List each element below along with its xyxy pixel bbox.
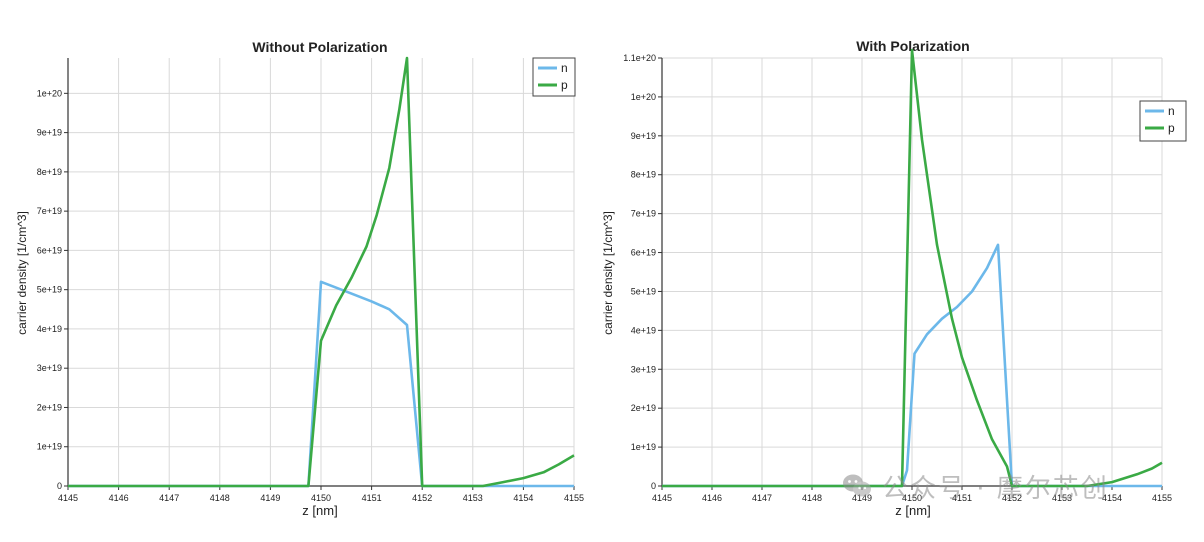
legend-label-n: n — [561, 61, 568, 75]
y-tick-label: 4e+19 — [37, 324, 62, 334]
x-tick-label: 4150 — [311, 493, 331, 503]
x-tick-label: 4148 — [802, 493, 822, 503]
x-tick-label: 4147 — [752, 493, 772, 503]
x-tick-label: 4148 — [210, 493, 230, 503]
y-tick-label: 0 — [57, 481, 62, 491]
x-tick-label: 4149 — [260, 493, 280, 503]
chart-without-polarization: Without Polarization carrier density [1/… — [15, 39, 584, 518]
legend-label-n: n — [1168, 104, 1175, 118]
x-axis-label: z [nm] — [302, 503, 337, 518]
grid-lines — [67, 58, 575, 487]
y-tick-label: 7e+19 — [37, 206, 62, 216]
x-axis-label: z [nm] — [895, 503, 930, 518]
chart-title: With Polarization — [856, 38, 969, 54]
x-tick-label: 4153 — [1052, 493, 1072, 503]
x-tick-label: 4152 — [1002, 493, 1022, 503]
y-tick-label: 8e+19 — [37, 167, 62, 177]
y-tick-label: 0 — [651, 481, 656, 491]
y-tick-label: 2e+19 — [37, 402, 62, 412]
y-tick-label: 3e+19 — [37, 363, 62, 373]
chart-title: Without Polarization — [252, 39, 387, 55]
legend-box — [1139, 100, 1187, 142]
y-tick-label: 9e+19 — [37, 128, 62, 138]
y-axis-label: carrier density [1/cm^3] — [601, 211, 615, 335]
x-tick-label: 4154 — [1102, 493, 1122, 503]
series-line-n — [68, 280, 574, 488]
legend-box — [532, 57, 576, 97]
x-tick-label: 4151 — [362, 493, 382, 503]
series-line-p — [662, 48, 1163, 488]
legend: np — [532, 57, 576, 97]
x-tick-label: 4147 — [159, 493, 179, 503]
y-tick-label: 1e+20 — [631, 92, 656, 102]
x-tick-label: 4146 — [702, 493, 722, 503]
x-tick-label: 4154 — [513, 493, 533, 503]
x-tick-label: 4152 — [412, 493, 432, 503]
y-tick-label: 3e+19 — [631, 364, 656, 374]
y-tick-label: 6e+19 — [631, 248, 656, 258]
y-tick-label: 1.1e+20 — [623, 53, 656, 63]
x-tick-label: 4150 — [902, 493, 922, 503]
wechat-icon — [843, 474, 871, 497]
y-tick-label: 4e+19 — [631, 325, 656, 335]
x-tick-label: 4153 — [463, 493, 483, 503]
x-tick-label: 4149 — [852, 493, 872, 503]
grid-lines — [661, 57, 1163, 487]
x-tick-label: 4145 — [58, 493, 78, 503]
x-tick-label: 4155 — [1152, 493, 1172, 503]
x-tick-label: 4145 — [652, 493, 672, 503]
y-tick-label: 5e+19 — [37, 285, 62, 295]
legend-label-p: p — [561, 78, 568, 92]
x-tick-label: 4155 — [564, 493, 584, 503]
y-tick-label: 2e+19 — [631, 403, 656, 413]
x-tick-label: 4151 — [952, 493, 972, 503]
series-line-p — [68, 56, 575, 488]
y-tick-label: 8e+19 — [631, 170, 656, 180]
y-axis-label: carrier density [1/cm^3] — [15, 211, 29, 335]
y-tick-label: 7e+19 — [631, 209, 656, 219]
y-tick-label: 5e+19 — [631, 286, 656, 296]
y-tick-label: 1e+20 — [37, 88, 62, 98]
y-tick-label: 1e+19 — [37, 442, 62, 452]
y-tick-label: 6e+19 — [37, 245, 62, 255]
legend: np — [1139, 100, 1187, 142]
chart-with-polarization: With Polarization carrier density [1/cm^… — [601, 38, 1187, 518]
watermark: 公众号 · 摩尔芯创 — [842, 466, 1172, 506]
y-tick-label: 9e+19 — [631, 131, 656, 141]
legend-label-p: p — [1168, 121, 1175, 135]
x-tick-label: 4146 — [109, 493, 129, 503]
watermark-text: 公众号 · 摩尔芯创 — [882, 473, 1109, 504]
y-tick-label: 1e+19 — [631, 442, 656, 452]
